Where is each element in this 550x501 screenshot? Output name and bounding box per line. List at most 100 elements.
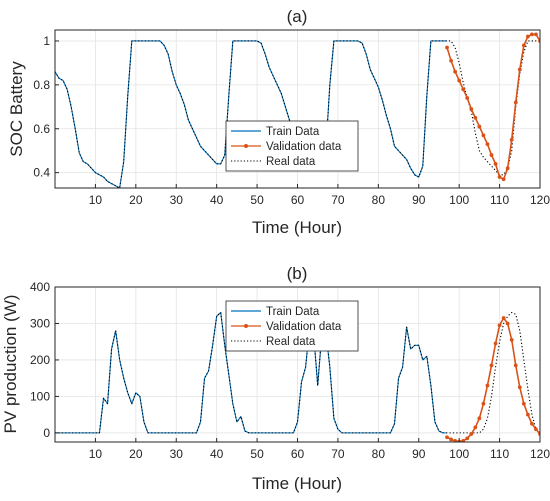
chart-a-title: (a) xyxy=(287,7,308,26)
chart-a-point-validation-data-13 xyxy=(497,175,502,179)
chart-a-point-validation-data-10 xyxy=(485,142,490,147)
pv-production-chart: (b) 10 20 30 40 50 60 70 80 90 100 110 120 0 100 200 30… xyxy=(1,264,550,493)
chart-a-point-validation-data-15 xyxy=(505,166,510,171)
chart-b-point-validation-data-4 xyxy=(461,439,466,442)
chart-b-point-validation-data-12 xyxy=(493,341,498,346)
chart-a-point-validation-data-9 xyxy=(481,133,486,138)
chart-b-xtick-label-30: 30 xyxy=(170,447,184,461)
legend-entry-validation: Validation data xyxy=(266,321,342,333)
chart-b-series xyxy=(55,311,540,442)
chart-b-point-validation-data-9 xyxy=(481,401,486,406)
chart-b-point-validation-data-20 xyxy=(525,412,530,417)
chart-a-point-validation-data-7 xyxy=(473,115,478,120)
chart-b-xtick-label-70: 70 xyxy=(331,447,345,461)
legend-marker-validation xyxy=(244,324,248,328)
chart-a-point-validation-data-21 xyxy=(530,32,534,37)
chart-b-ytick-label-2: 200 xyxy=(30,353,50,367)
chart-b-point-validation-data-18 xyxy=(517,385,522,390)
chart-b-point-validation-data-13 xyxy=(497,323,502,328)
chart-b-xtick-label-90: 90 xyxy=(412,447,426,461)
chart-b-xtick-label-50: 50 xyxy=(250,447,264,461)
legend-entry-train: Train Data xyxy=(266,306,320,318)
chart-a-point-validation-data-19 xyxy=(521,43,526,48)
chart-b-ytick-label-4: 400 xyxy=(30,280,50,294)
chart-a-point-validation-data-22 xyxy=(534,32,538,37)
chart-a-xtick-label-80: 80 xyxy=(372,193,386,207)
chart-a-point-validation-data-6 xyxy=(469,107,474,111)
chart-b-xtick-label-20: 20 xyxy=(129,447,143,461)
chart-b-ytick-label-0: 0 xyxy=(43,426,50,440)
chart-b-title: (b) xyxy=(287,264,308,283)
chart-a-xtick-label-40: 40 xyxy=(210,193,224,207)
chart-a-point-validation-data-0 xyxy=(445,45,449,50)
chart-b-point-validation-data-16 xyxy=(509,337,514,342)
chart-b-xtick-label-120: 120 xyxy=(530,447,550,461)
chart-b-point-validation-data-15 xyxy=(505,321,510,326)
chart-a-point-validation-data-17 xyxy=(513,100,518,105)
chart-b-point-validation-data-1 xyxy=(449,437,453,442)
chart-b-ytick-label-1: 100 xyxy=(30,389,50,403)
chart-a-ytick-label-0: 0.4 xyxy=(33,166,50,180)
chart-a-ytick-label-3: 1 xyxy=(43,34,50,48)
chart-a-point-validation-data-8 xyxy=(477,124,482,129)
chart-b-xtick-label-10: 10 xyxy=(89,447,103,461)
chart-b-xlabel: Time (Hour) xyxy=(252,474,342,493)
chart-b-legend: Train Data Validation data Real data xyxy=(225,300,359,352)
chart-b-point-validation-data-21 xyxy=(530,421,534,426)
chart-a-xtick-label-10: 10 xyxy=(89,193,103,207)
chart-b-point-validation-data-10 xyxy=(485,383,490,388)
chart-a-xlabel: Time (Hour) xyxy=(252,218,342,237)
chart-a-xtick-label-90: 90 xyxy=(412,193,426,207)
chart-a-xtick-label-110: 110 xyxy=(490,193,509,207)
chart-a-point-validation-data-16 xyxy=(509,137,514,142)
chart-b-point-validation-data-22 xyxy=(534,427,538,432)
legend-marker-validation xyxy=(244,144,248,148)
chart-a-point-validation-data-1 xyxy=(449,58,453,63)
chart-a-xtick-label-60: 60 xyxy=(291,193,305,207)
legend-entry-validation: Validation data xyxy=(266,141,342,153)
chart-b-xtick-label-80: 80 xyxy=(372,447,386,461)
chart-b-ylabel: PV production (W) xyxy=(1,295,20,434)
chart-a-point-validation-data-4 xyxy=(461,87,466,92)
chart-b-point-validation-data-11 xyxy=(489,363,494,368)
chart-b-point-validation-data-5 xyxy=(465,436,470,441)
chart-b-xtick-label-60: 60 xyxy=(291,447,305,461)
chart-b-point-validation-data-19 xyxy=(521,401,526,406)
chart-a-point-validation-data-14 xyxy=(501,177,506,182)
legend-entry-train: Train Data xyxy=(266,126,320,138)
chart-a-point-validation-data-5 xyxy=(465,96,470,100)
chart-b-point-validation-data-7 xyxy=(473,425,478,430)
legend-entry-real: Real data xyxy=(266,336,316,348)
chart-a-xtick-label-20: 20 xyxy=(129,193,143,207)
chart-b-point-validation-data-0 xyxy=(445,435,449,440)
soc-battery-chart: (a) 10 20 30 40 50 60 70 80 90 100 110 120 0.4 0.6 0.8… xyxy=(7,7,550,237)
chart-a-ytick-label-1: 0.6 xyxy=(33,122,50,136)
chart-a-ylabel: SOC Battery xyxy=(7,61,26,157)
chart-a-legend: Train Data Validation data Real data xyxy=(225,120,359,172)
chart-a-ytick-label-2: 0.8 xyxy=(33,78,50,92)
chart-a-xtick-label-120: 120 xyxy=(530,193,550,207)
chart-b-ytick-label-3: 300 xyxy=(30,316,50,330)
chart-a-point-validation-data-20 xyxy=(525,34,530,39)
chart-b-ticks: 10 20 30 40 50 60 70 80 90 100 110 120 0 100 200 300 400 xyxy=(30,280,550,461)
chart-a-point-validation-data-3 xyxy=(457,78,462,83)
chart-a-ticks: 10 20 30 40 50 60 70 80 90 100 110 120 0.4 0.6 0.8 1 xyxy=(33,34,550,207)
legend-entry-real: Real data xyxy=(266,156,316,168)
chart-a-point-validation-data-11 xyxy=(489,153,494,157)
chart-b-point-validation-data-8 xyxy=(477,416,482,421)
chart-a-xtick-label-100: 100 xyxy=(449,193,469,207)
chart-b-point-validation-data-17 xyxy=(513,363,518,368)
chart-a-point-validation-data-18 xyxy=(517,67,522,72)
chart-b-xtick-label-110: 110 xyxy=(490,447,509,461)
chart-a-point-validation-data-2 xyxy=(453,69,458,74)
chart-a-point-validation-data-12 xyxy=(493,161,498,166)
chart-b-xtick-label-40: 40 xyxy=(210,447,224,461)
chart-a-xtick-label-70: 70 xyxy=(331,193,345,207)
chart-a-xtick-label-30: 30 xyxy=(170,193,184,207)
chart-b-point-validation-data-2 xyxy=(453,439,458,442)
chart-b-point-validation-data-6 xyxy=(469,432,474,436)
chart-a-xtick-label-50: 50 xyxy=(250,193,264,207)
chart-b-xtick-label-100: 100 xyxy=(449,447,469,461)
chart-b-point-validation-data-14 xyxy=(501,316,506,320)
